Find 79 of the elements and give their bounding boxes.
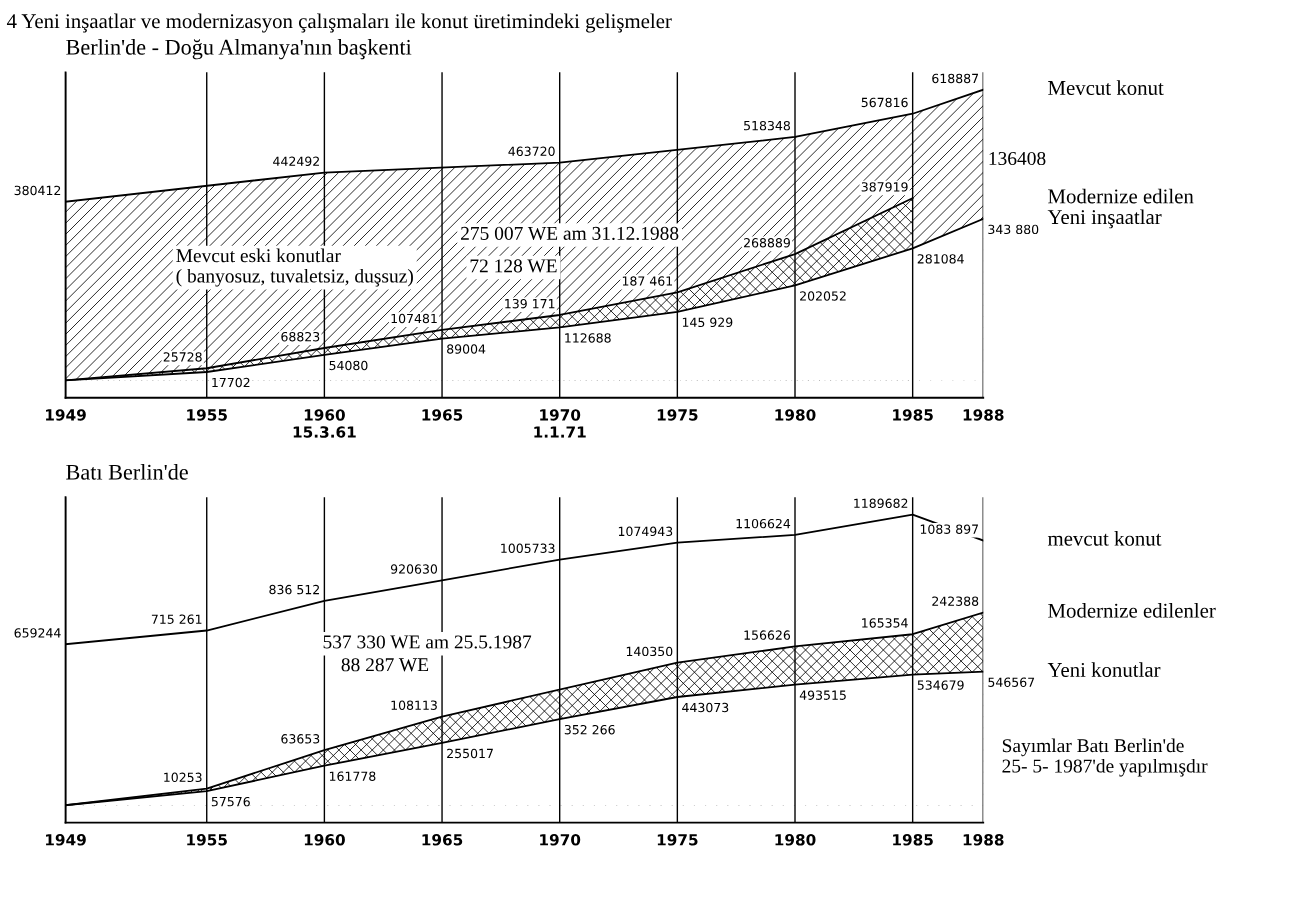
- data-label: 534679: [917, 680, 964, 690]
- data-label: 68823: [281, 331, 320, 342]
- data-label: 493515: [799, 690, 846, 700]
- x-tick-label: 1960: [304, 834, 345, 846]
- x-tick-label: 1975: [657, 834, 698, 846]
- data-label: 156626: [744, 630, 791, 640]
- annotation: 88 287 WE: [341, 658, 429, 672]
- data-label: 1074943: [618, 526, 673, 537]
- data-label: 202052: [800, 291, 846, 301]
- data-label: 242388: [932, 596, 979, 606]
- data-label: 161778: [329, 771, 376, 781]
- x-tick-label: 1988: [963, 834, 1004, 846]
- text: Sayımlar Batı Berlin'de 25- 5- 1987'de yapılmışdır: [1002, 738, 1208, 777]
- data-label: 836 512: [269, 584, 319, 595]
- text: Mevcut konut: [1048, 80, 1164, 95]
- data-label: 387919: [861, 182, 908, 192]
- data-label: 140350: [626, 646, 673, 657]
- data-label: 107481: [391, 313, 437, 324]
- data-label: 1189682: [854, 498, 908, 509]
- data-label: 443073: [682, 702, 729, 713]
- text: Batı Berlin'de: [66, 464, 188, 480]
- data-label: 57576: [211, 796, 250, 807]
- data-label: 442492: [273, 156, 319, 166]
- data-label: 139 171: [505, 298, 555, 309]
- x-tick-label: 1949: [46, 409, 86, 421]
- data-label: 17702: [212, 377, 250, 388]
- data-label: 546567: [988, 677, 1035, 687]
- data-label: 1005733: [501, 543, 555, 553]
- data-label: 255017: [447, 748, 493, 759]
- x-tick-label: 1980: [775, 409, 816, 421]
- text: Modernize edilen: [1048, 188, 1194, 204]
- x-tick-label: 1960 15.3.61: [293, 409, 356, 438]
- x-tick-label: 1965: [422, 834, 463, 846]
- data-label: 145 929: [682, 317, 733, 328]
- data-label: 715 261: [151, 614, 202, 624]
- x-tick-label: 1970: [540, 834, 581, 846]
- data-label: 463720: [508, 146, 555, 157]
- text: mevcut konut: [1047, 531, 1162, 546]
- chart-subtitle: Berlin'de - Doğu Almanya'nın başkenti: [66, 39, 412, 60]
- data-label: 187 461: [622, 276, 673, 286]
- data-label: 89004: [447, 344, 486, 354]
- data-label: 1106624: [736, 518, 791, 529]
- x-tick-label: 1985: [893, 834, 933, 846]
- data-label: 659244: [14, 628, 61, 638]
- data-label: 54080: [329, 360, 368, 371]
- data-label: 920630: [390, 564, 438, 574]
- x-tick-label: 1985: [893, 409, 933, 421]
- data-label: 63653: [281, 734, 320, 744]
- data-label: 352 266: [564, 724, 615, 735]
- text: 136408: [989, 151, 1046, 166]
- x-tick-label: 1980: [775, 834, 816, 846]
- chart-title: 4 Yeni inşaatlar ve modernizasyon çalışmaları ile konut üretimindeki gelişmeler: [6, 13, 672, 33]
- x-tick-label: 1970 1.1.71: [534, 409, 586, 438]
- data-label: 343 880: [988, 224, 1039, 235]
- data-label: 108113: [391, 700, 437, 710]
- x-tick-label: 1965: [422, 409, 463, 421]
- data-label: 268889: [744, 238, 790, 248]
- data-label: 281084: [917, 254, 964, 264]
- x-tick-label: 1955: [187, 409, 227, 421]
- annotation: 537 330 WE am 25.5.1987: [323, 635, 532, 649]
- data-label: 380412: [14, 185, 61, 196]
- annotation: Mevcut eski konutlar ( banyosuz, tuvaletsiz, duşsuz): [176, 248, 413, 287]
- x-tick-label: 1955: [187, 834, 227, 846]
- x-tick-label: 1949: [46, 834, 86, 846]
- data-label: 518348: [744, 120, 790, 131]
- text: Yeni inşaatlar: [1047, 209, 1162, 229]
- x-tick-label: 1988: [963, 409, 1004, 421]
- text: Yeni konutlar: [1047, 662, 1161, 677]
- annotation: 275 007 WE am 31.12.1988: [461, 226, 679, 241]
- data-label: 25728: [163, 352, 202, 362]
- data-label: 10253: [164, 772, 202, 783]
- data-label: 112688: [565, 333, 611, 343]
- data-label: 1083 897: [920, 524, 979, 534]
- annotation: 72 128 WE: [470, 259, 557, 273]
- data-label: 567816: [861, 97, 908, 108]
- data-label: 618887: [932, 73, 979, 84]
- text: Modernize edilenler: [1048, 603, 1216, 618]
- x-tick-label: 1975: [657, 409, 698, 421]
- data-label: 165354: [862, 618, 908, 628]
